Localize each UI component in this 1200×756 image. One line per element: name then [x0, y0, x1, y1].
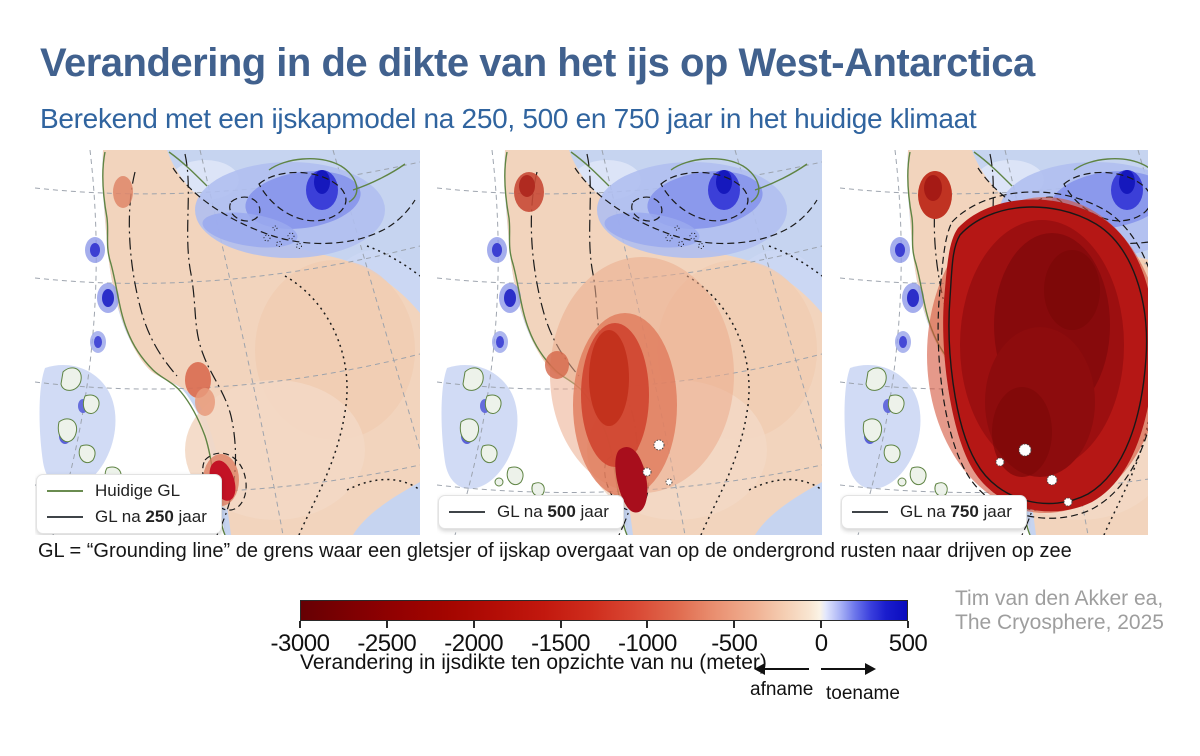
- legend-item-current-gl: Huidige GL: [47, 481, 207, 501]
- tick-label: -2000: [444, 630, 504, 657]
- antarctica-map-500: [437, 150, 822, 535]
- map-panel-500: GL na 500 jaar: [437, 150, 822, 535]
- tick-label: -500: [711, 630, 758, 657]
- legend-500: GL na 500 jaar: [438, 495, 624, 529]
- decrease-label: afname: [750, 679, 814, 700]
- decrease-arrow-icon: [754, 663, 809, 675]
- legend-item-gl-250: GL na 250 jaar: [47, 507, 207, 527]
- tick-label: 0: [814, 630, 828, 657]
- tick-label: -1000: [617, 630, 677, 657]
- credit-author: Tim van den Akker ea,: [955, 587, 1164, 610]
- tick-label: -2500: [357, 630, 417, 657]
- colorbar-ticks: [299, 621, 909, 629]
- increase-arrow-icon: [821, 663, 876, 675]
- tick-label: 500: [888, 630, 928, 657]
- legend-label: GL na 500 jaar: [497, 502, 609, 521]
- legend-item-gl-750: GL na 750 jaar: [852, 502, 1012, 522]
- current-gl-line-swatch: [47, 490, 83, 492]
- page-title: Verandering in de dikte van het ijs op W…: [40, 40, 1035, 85]
- legend-label: Huidige GL: [95, 481, 181, 500]
- source-credit: Tim van den Akker ea, The Cryosphere, 20…: [955, 587, 1164, 635]
- map-panel-250: Huidige GL GL na 250 jaar: [35, 150, 420, 535]
- map-panel-750: GL na 750 jaar: [840, 150, 1148, 535]
- tick-label: -1500: [531, 630, 591, 657]
- future-gl-line-swatch: [449, 511, 485, 513]
- grounding-line-caption: GL = “Grounding line” de grens waar een …: [38, 540, 1072, 562]
- legend-label: GL na 750 jaar: [900, 502, 1012, 521]
- page-subtitle: Berekend met een ijskapmodel na 250, 500…: [40, 103, 977, 135]
- colorbar-tick-labels: -3000 -2500 -2000 -1500 -1000 -500 0 500: [271, 629, 928, 657]
- antarctica-map-750: [840, 150, 1148, 535]
- increase-label: toename: [826, 683, 900, 704]
- colorbar-gradient: [300, 600, 908, 621]
- credit-journal: The Cryosphere, 2025: [955, 611, 1164, 635]
- future-gl-line-swatch: [852, 511, 888, 513]
- legend-750: GL na 750 jaar: [841, 495, 1027, 529]
- legend-250: Huidige GL GL na 250 jaar: [36, 474, 222, 534]
- legend-item-gl-500: GL na 500 jaar: [449, 502, 609, 522]
- colorbar-axis-label: Verandering in ijsdikte ten opzichte van…: [300, 651, 767, 674]
- future-gl-line-swatch: [47, 516, 83, 518]
- legend-label: GL na 250 jaar: [95, 507, 207, 526]
- tick-label: -3000: [270, 630, 330, 657]
- colorbar: -3000 -2500 -2000 -1500 -1000 -500 0 500: [271, 600, 928, 657]
